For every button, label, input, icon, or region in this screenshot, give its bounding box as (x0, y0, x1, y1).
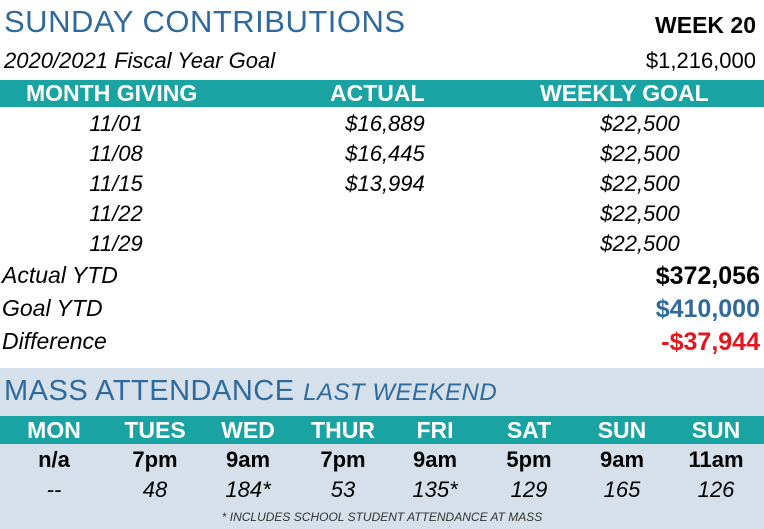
row-date: 11/01 (89, 111, 143, 136)
day-header: SUN (691, 417, 741, 443)
fiscal-year-goal: $1,216,000 (645, 48, 756, 73)
mass-title-text: MASS ATTENDANCE (4, 375, 295, 407)
column-header-month: MONTH GIVING (26, 80, 198, 106)
row-goal: $22,500 (600, 231, 680, 256)
mass-attendance-count: 53 (330, 477, 356, 502)
goal-ytd-label: Goal YTD (2, 295, 103, 321)
column-header-weekly-goal: WEEKLY GOAL (540, 80, 709, 106)
mass-attendance-count: 48 (142, 477, 168, 502)
week-label: WEEK 20 (655, 12, 756, 38)
row-date: 11/29 (89, 231, 143, 256)
fiscal-year-label: 2020/2021 Fiscal Year Goal (4, 48, 276, 73)
row-goal: $22,500 (600, 171, 680, 196)
mass-attendance-count: 165 (603, 477, 641, 502)
row-goal: $22,500 (600, 111, 680, 136)
row-actual: $13,994 (345, 171, 425, 196)
mass-attendance-count: 126 (697, 477, 735, 502)
difference-value: -$37,944 (661, 328, 760, 356)
mass-attendance-section (0, 368, 764, 529)
difference-label: Difference (2, 328, 107, 354)
mass-attendance-count: 184* (225, 477, 271, 502)
row-actual: $16,889 (345, 111, 425, 136)
mass-time: 7pm (132, 447, 178, 472)
mass-time: 11am (688, 447, 744, 472)
mass-time: 5pm (506, 447, 552, 472)
row-goal: $22,500 (600, 201, 680, 226)
day-header: MON (27, 417, 81, 443)
day-header: TUES (124, 417, 186, 443)
mass-attendance-count: 129 (510, 477, 548, 502)
actual-ytd-value: $372,056 (655, 262, 760, 290)
mass-time: 7pm (320, 447, 366, 472)
contributions-header-row: MONTH GIVING ACTUAL WEEKLY GOAL (0, 80, 764, 107)
day-header: SAT (506, 417, 552, 443)
day-header: SUN (597, 417, 647, 443)
column-header-actual: ACTUAL (330, 80, 425, 106)
mass-time: 9am (599, 447, 645, 472)
mass-attendance-count: -- (46, 477, 62, 502)
day-header: THUR (311, 417, 375, 443)
mass-time: n/a (38, 447, 70, 472)
row-date: 11/15 (89, 171, 143, 196)
actual-ytd-label: Actual YTD (2, 262, 118, 288)
day-header: WED (221, 417, 275, 443)
row-date: 11/22 (89, 201, 143, 226)
page-title: SUNDAY CONTRIBUTIONS (4, 4, 406, 39)
row-date: 11/08 (89, 141, 143, 166)
mass-time: 9am (225, 447, 271, 472)
mass-attendance-title: MASS ATTENDANCE LAST WEEKEND (4, 375, 497, 408)
row-goal: $22,500 (600, 141, 680, 166)
mass-attendance-count: 135* (412, 477, 458, 502)
goal-ytd-value: $410,000 (655, 295, 760, 323)
day-header: FRI (416, 417, 454, 443)
mass-subtitle: LAST WEEKEND (303, 379, 498, 406)
footnote: * INCLUDES SCHOOL STUDENT ATTENDANCE AT … (221, 510, 543, 524)
mass-days-header-row (0, 416, 764, 444)
row-actual: $16,445 (345, 141, 425, 166)
mass-time: 9am (412, 447, 458, 472)
